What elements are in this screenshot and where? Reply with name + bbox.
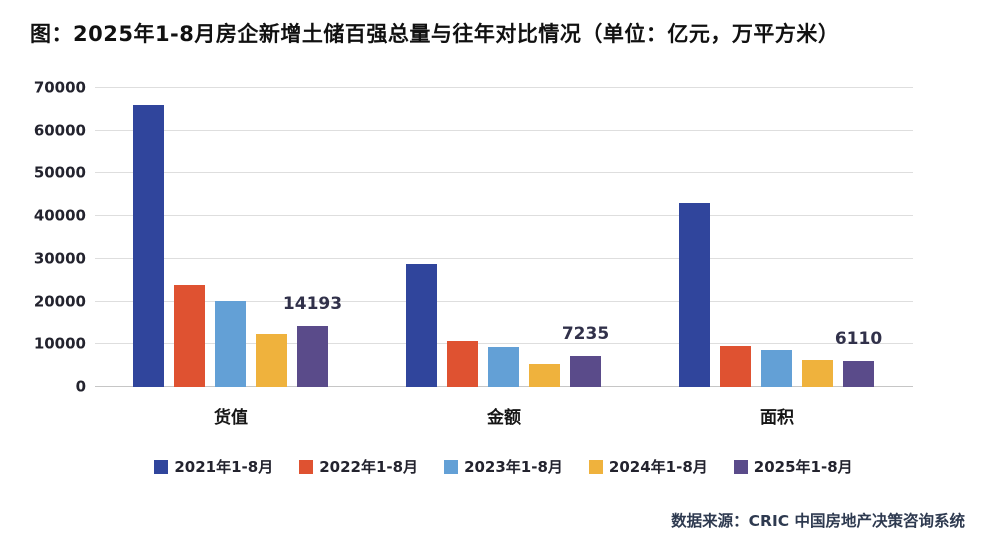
gridline-70000 <box>95 87 913 88</box>
bar-group-货值: 14193 <box>133 88 342 387</box>
gridline-40000 <box>95 215 913 217</box>
legend-label: 2022年1-8月 <box>319 458 419 476</box>
y-tick-label-50000: 50000 <box>33 163 86 182</box>
bar-2025年1-8月-金额: 7235 <box>562 326 609 387</box>
y-tick-label-40000: 40000 <box>33 206 86 225</box>
bar-2022年1-8月-面积 <box>720 346 751 387</box>
legend-item-2023年1-8月: 2023年1-8月 <box>444 456 563 477</box>
legend-label: 2024年1-8月 <box>608 458 708 476</box>
bar-2024年1-8月-货值 <box>256 334 287 387</box>
bar-group-面积: 6110 <box>679 88 882 387</box>
legend-label: 2023年1-8月 <box>464 458 563 476</box>
data-source: 数据来源：CRIC 中国房地产决策咨询系统 <box>671 512 965 530</box>
bar-2025年1-8月-面积: 6110 <box>835 330 882 387</box>
y-tick-label-10000: 10000 <box>33 334 86 353</box>
data-label-金额: 7235 <box>561 324 610 345</box>
x-axis-label-金额: 金额 <box>487 408 521 428</box>
legend-marker-icon <box>444 459 459 474</box>
bar-2023年1-8月-货值 <box>215 300 246 387</box>
legend-item-2025年1-8月: 2025年1-8月 <box>733 456 853 477</box>
bar-2024年1-8月-面积 <box>802 359 833 387</box>
gridline-50000 <box>95 172 913 174</box>
gridline-20000 <box>95 300 913 302</box>
bar-2025年1-8月-货值: 14193 <box>283 296 342 387</box>
bar-2022年1-8月-金额 <box>447 340 478 387</box>
legend-marker-icon <box>733 459 748 474</box>
y-tick-label-60000: 60000 <box>33 121 86 140</box>
y-tick-label-0: 0 <box>75 377 86 396</box>
gridline-30000 <box>95 257 913 259</box>
bar-2021年1-8月-面积 <box>679 203 710 387</box>
x-axis-label-面积: 面积 <box>760 408 794 428</box>
bar-2021年1-8月-货值 <box>133 105 164 387</box>
bar-2023年1-8月-金额 <box>488 346 519 387</box>
bar-2023年1-8月-面积 <box>761 350 792 387</box>
legend-marker-icon <box>299 459 314 474</box>
plot-area: 14193 7235 6110 <box>95 87 913 387</box>
legend-item-2022年1-8月: 2022年1-8月 <box>299 456 418 477</box>
bar-group-金额: 7235 <box>406 88 609 387</box>
x-axis-label-货值: 货值 <box>214 408 248 428</box>
y-tick-label-70000: 70000 <box>33 78 86 97</box>
legend-item-2021年1-8月: 2021年1-8月 <box>154 456 273 477</box>
y-tick-label-20000: 20000 <box>33 292 86 311</box>
gridline-10000 <box>95 343 913 345</box>
legend-item-2024年1-8月: 2024年1-8月 <box>588 456 708 477</box>
data-label-货值: 14193 <box>282 294 343 315</box>
bar-2024年1-8月-金额 <box>529 364 560 387</box>
chart-title: 图：2025年1-8月房企新增土储百强总量与往年对比情况（单位：亿元，万平方米） <box>30 22 840 46</box>
y-axis: 0 10000 20000 30000 40000 50000 60000 70000 <box>0 80 86 394</box>
bar-2022年1-8月-货值 <box>174 284 205 387</box>
y-tick-label-30000: 30000 <box>33 249 86 268</box>
legend-marker-icon <box>154 459 169 474</box>
legend-label: 2025年1-8月 <box>753 458 853 476</box>
legend-marker-icon <box>588 459 603 474</box>
legend: 2021年1-8月 2022年1-8月 2023年1-8月 2024年1-8月 2025… <box>0 456 1007 477</box>
gridline-60000 <box>95 129 913 131</box>
data-label-面积: 6110 <box>834 328 883 349</box>
legend-label: 2021年1-8月 <box>174 458 274 476</box>
bar-2021年1-8月-金额 <box>406 264 437 387</box>
